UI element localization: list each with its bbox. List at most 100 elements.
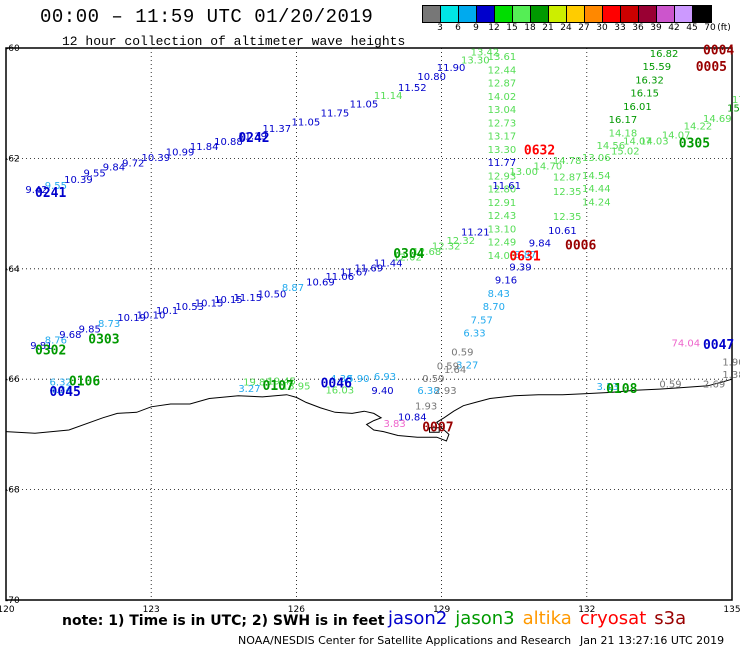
wave-height-label: 9.55 — [45, 181, 67, 192]
wave-height-label: 9.55 — [83, 169, 105, 180]
colorbar-swatch — [693, 6, 711, 22]
wave-height-label: 17 — [732, 95, 740, 106]
colorbar-swatch — [477, 6, 495, 22]
wave-height-label: 14.07 — [623, 137, 652, 148]
wave-height-label: 14.44 — [582, 184, 611, 195]
pass-id-label: 0242 — [238, 131, 269, 146]
colorbar-swatch — [675, 6, 693, 22]
colorbar-swatch — [441, 6, 459, 22]
y-tick-label: -68 — [5, 486, 20, 496]
wave-height-label: 10.61 — [548, 226, 577, 237]
wave-height-label: 12.32 — [446, 236, 475, 247]
wave-height-label: 10.15 — [195, 298, 224, 309]
colorbar-swatch — [657, 6, 675, 22]
wave-height-label: 16.32 — [635, 75, 664, 86]
pass-id-label: 0241 — [35, 186, 66, 201]
wave-height-label: 2.69 — [703, 379, 725, 390]
wave-height-label: 19.45 — [267, 377, 296, 388]
wave-height-label: 5.90 — [347, 374, 369, 385]
wave-height-label: 9.42 — [25, 185, 47, 196]
wave-height-label: 8.70 — [483, 302, 505, 313]
wave-height-label: 12.32 — [432, 241, 461, 252]
wave-height-label: 6.38 — [417, 386, 439, 397]
wave-height-label: 10.88 — [214, 137, 243, 148]
colorbar-tick-label: 30 — [596, 23, 608, 33]
wave-height-label: 0.59 — [659, 379, 681, 390]
wave-height-label: 1.93 — [415, 402, 437, 413]
colorbar-swatch — [495, 6, 513, 22]
wave-height-label: 1.90 — [722, 357, 740, 368]
wave-height-label: 10.10 — [137, 310, 166, 321]
wave-height-label: 13.30 — [461, 55, 490, 66]
colorbar-tick-label: 18 — [524, 23, 536, 33]
wave-height-label: 10.39 — [64, 175, 93, 186]
wave-height-label: 9.84 — [103, 163, 125, 174]
wave-height-label: 7.57 — [471, 315, 493, 326]
y-tick-label: -66 — [5, 375, 20, 385]
pass-id-label: 0302 — [35, 343, 66, 358]
colorbar-swatch — [621, 6, 639, 22]
wave-height-label: 12.91 — [488, 198, 517, 209]
wave-height-label: 10.39 — [142, 153, 171, 164]
pass-id-label: 0005 — [696, 60, 727, 75]
wave-height-label: 13.17 — [488, 132, 517, 143]
wave-height-label: 11.75 — [321, 108, 350, 119]
wave-height-label: 11.77 — [488, 158, 517, 169]
colorbar-swatch — [531, 6, 549, 22]
wave-height-label: 9.81 — [30, 341, 52, 352]
wave-height-label: 11.44 — [374, 259, 403, 270]
colorbar-tick-label: 33 — [614, 23, 626, 33]
wave-height-label: 13.42 — [471, 48, 500, 59]
wave-height-label: 9.39 — [509, 262, 531, 273]
colorbar-swatch — [567, 6, 585, 22]
y-tick-label: -62 — [5, 154, 20, 164]
wave-height-label: 12.49 — [488, 238, 517, 249]
wave-height-label: 16.03 — [325, 386, 354, 397]
wave-height-label: 14.54 — [582, 171, 611, 182]
wave-height-label: 14.78 — [553, 156, 582, 167]
pass-id-label: 0004 — [703, 44, 734, 59]
colorbar-tick-label: 21 — [542, 23, 554, 33]
coastline — [5, 378, 733, 442]
wave-height-label: 0.59 — [451, 347, 473, 358]
wave-height-label: 9.84 — [529, 239, 551, 250]
wave-height-label: 2.93 — [434, 386, 456, 397]
wave-height-label: 13.00 — [509, 167, 538, 178]
pass-id-label: 0047 — [703, 338, 734, 353]
y-tick-label: -60 — [5, 44, 20, 54]
wave-height-label: 10.1 — [156, 306, 178, 317]
wave-height-label: 19.83 — [243, 377, 272, 388]
wave-height-label: 9.72 — [122, 159, 144, 170]
pass-id-label: 0007 — [422, 421, 453, 436]
wave-height-label: 10.19 — [117, 313, 146, 324]
wave-height-label: 3.13 — [596, 382, 618, 393]
wave-height-label: 14.56 — [596, 141, 625, 152]
wave-height-label: 14.07 — [662, 131, 691, 142]
wave-height-label: 12.87 — [553, 172, 582, 183]
colorbar-tick-label: 39 — [650, 23, 662, 33]
wave-height-label: 8.76 — [45, 335, 67, 346]
colorbar-swatch — [639, 6, 657, 22]
wave-height-label: 16.82 — [650, 49, 679, 60]
colorbar-tick-label: 15 — [506, 23, 518, 33]
credit-line: NOAA/NESDIS Center for Satellite Applica… — [238, 634, 572, 647]
wave-height-label: 14.06 — [488, 251, 517, 262]
wave-height-label: 10.15 — [214, 295, 243, 306]
wave-height-label: 11.06 — [325, 272, 354, 283]
wave-height-label: 11.69 — [354, 264, 383, 275]
wave-height-label: 11.84 — [190, 142, 219, 153]
wave-height-label: 3.27 — [238, 384, 260, 395]
wave-height-label: 74.04 — [672, 339, 701, 350]
wave-height-label: 11.39 — [238, 132, 267, 143]
wave-height-label: 10.50 — [258, 290, 287, 301]
colorbar-tick-label: 3 — [437, 23, 443, 33]
colorbar-swatch — [459, 6, 477, 22]
y-tick-label: -64 — [5, 265, 20, 275]
colorbar-tick-label: 9 — [473, 23, 479, 33]
wave-height-label: 14.03 — [640, 137, 669, 148]
wave-height-label: 0.59 — [422, 374, 444, 385]
colorbar-tick-label: 6 — [455, 23, 461, 33]
wave-height-label: 12.43 — [488, 211, 517, 222]
wave-height-label: 15.02 — [611, 147, 640, 158]
map-subtitle: 12 hour collection of altimeter wave hei… — [62, 34, 406, 49]
